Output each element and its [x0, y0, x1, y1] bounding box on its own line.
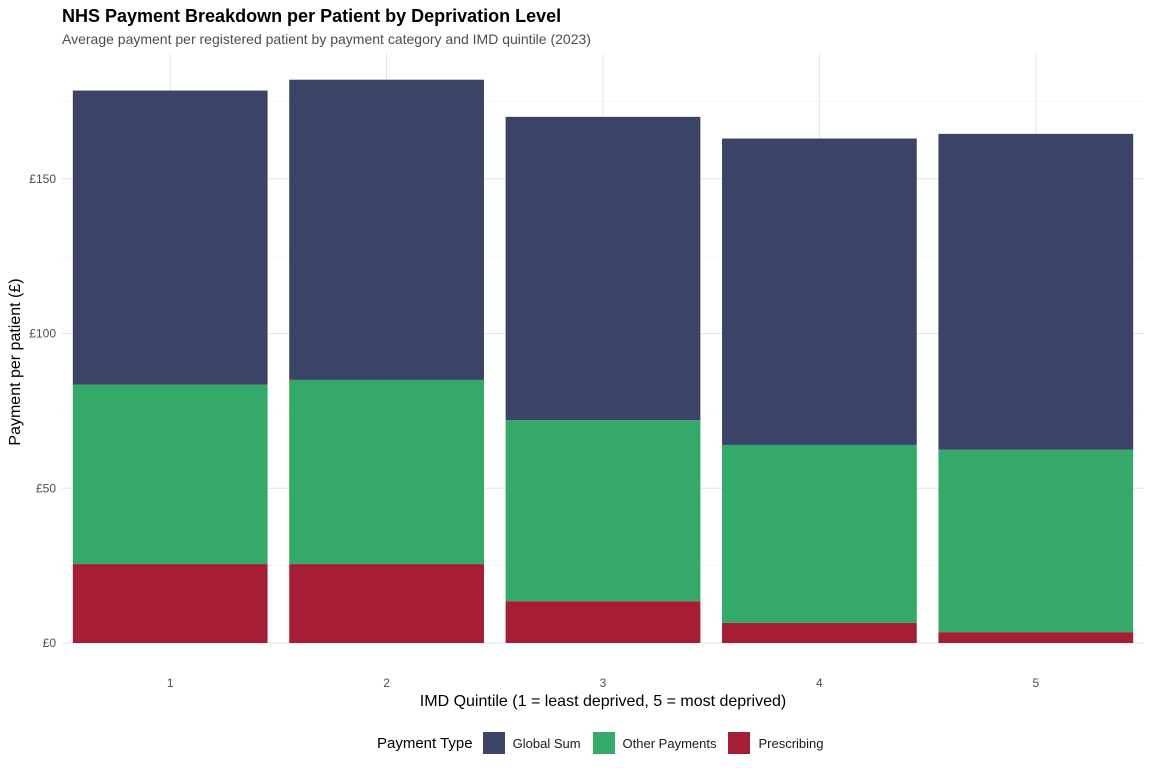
bar-global-sum-q5: [938, 133, 1134, 450]
bar-other-payments-q3: [505, 420, 701, 602]
x-axis-label: IMD Quintile (1 = least deprived, 5 = mo…: [420, 693, 786, 710]
y-tick-label: £150: [29, 172, 56, 186]
x-tick-label: 3: [600, 676, 607, 690]
y-axis-label: Payment per patient (£): [7, 278, 24, 445]
bar-prescribing-q1: [72, 564, 268, 643]
bar-prescribing-q2: [289, 564, 484, 643]
y-tick-label: £100: [29, 327, 56, 341]
bar-prescribing-q5: [938, 632, 1134, 643]
legend-item-global-sum: Global Sum: [482, 732, 581, 754]
bar-prescribing-q4: [722, 622, 917, 643]
chart-subtitle: Average payment per registered patient b…: [62, 31, 591, 47]
bar-other-payments-q5: [938, 449, 1134, 633]
legend-label-global-sum: Global Sum: [512, 735, 581, 751]
legend-label-other-payments: Other Payments: [622, 735, 717, 751]
legend-swatch-other-payments: [592, 732, 615, 754]
x-tick-label: 2: [383, 676, 390, 690]
x-tick-label: 5: [1032, 676, 1039, 690]
bar-global-sum-q1: [72, 90, 268, 385]
chart-title: NHS Payment Breakdown per Patient by Dep…: [62, 6, 562, 26]
y-tick-label: £0: [43, 636, 57, 650]
axis-layer: £0 £50 £100 £150 1 2 3 4 5: [29, 172, 1039, 690]
legend-swatch-global-sum: [482, 732, 505, 754]
x-tick-label: 4: [816, 676, 823, 690]
legend: Payment Type Global Sum Other Payments P…: [377, 731, 836, 755]
legend-item-prescribing: Prescribing: [728, 732, 824, 754]
bar-other-payments-q4: [722, 444, 917, 623]
legend-title: Payment Type: [377, 734, 473, 752]
bar-layer: [72, 79, 1134, 643]
y-tick-label: £50: [36, 481, 56, 495]
bar-other-payments-q2: [289, 379, 484, 565]
legend-item-other-payments: Other Payments: [592, 732, 717, 754]
bar-other-payments-q1: [72, 384, 268, 565]
bar-global-sum-q4: [722, 138, 917, 445]
bar-global-sum-q2: [289, 79, 484, 380]
legend-label-prescribing: Prescribing: [758, 735, 824, 751]
bar-prescribing-q3: [505, 601, 701, 643]
x-tick-label: 1: [167, 676, 174, 690]
bar-global-sum-q3: [505, 116, 701, 421]
legend-swatch-prescribing: [728, 732, 751, 754]
